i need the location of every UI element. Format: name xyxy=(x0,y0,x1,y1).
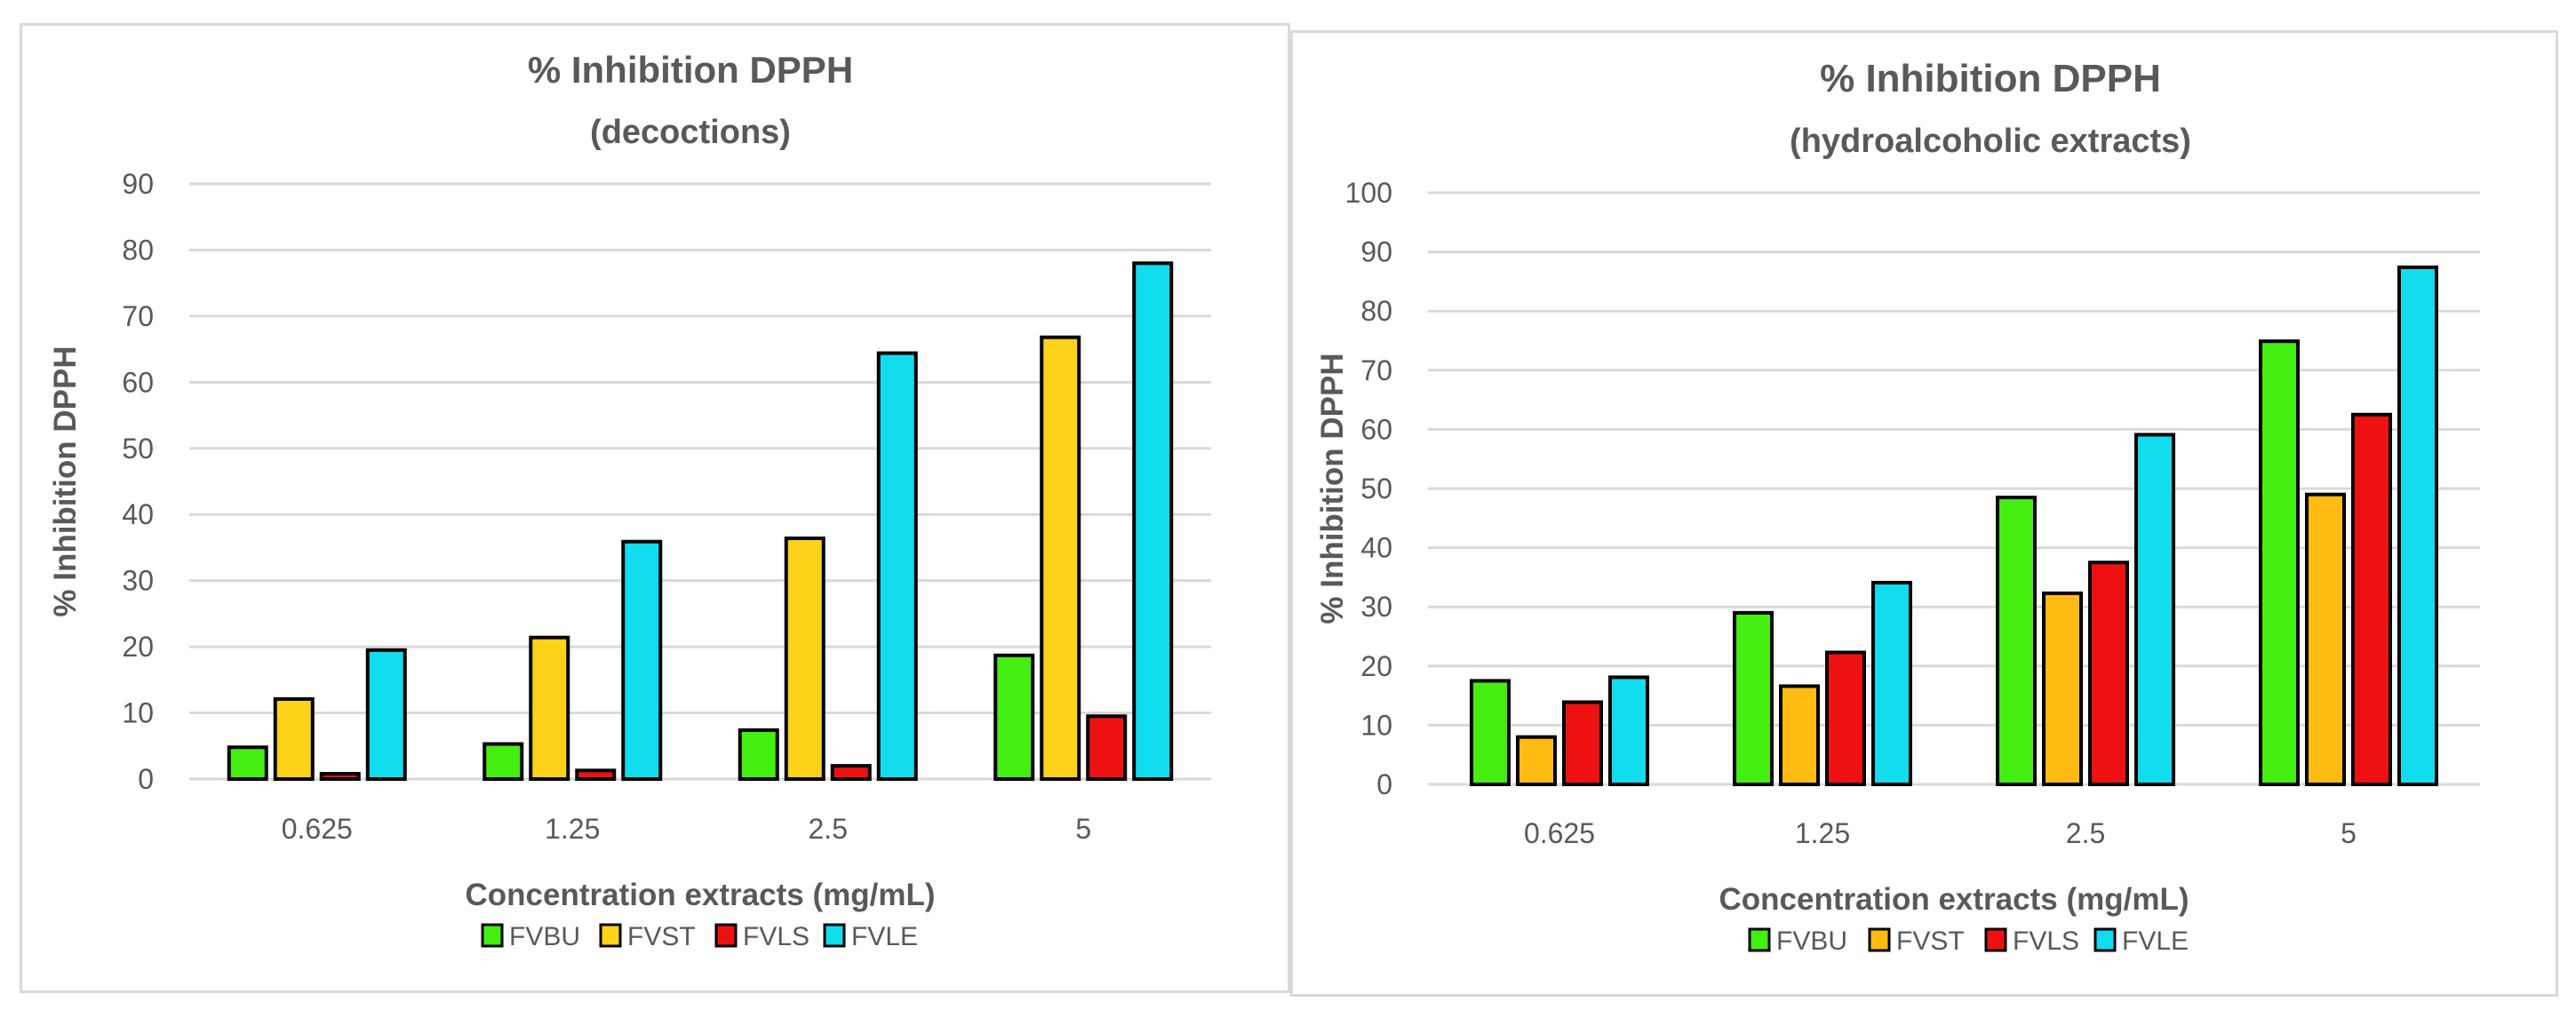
legend-label-fvbu: FVBU xyxy=(1776,927,1847,956)
y-tick-label: 20 xyxy=(1360,650,1392,682)
legend-label-fvls: FVLS xyxy=(743,922,809,951)
chart-title: % Inhibition DPPH xyxy=(528,49,853,91)
y-tick-label: 20 xyxy=(122,631,154,663)
bar-fvls-5 xyxy=(2351,412,2392,786)
bar-fvst-0_625 xyxy=(1516,735,1557,786)
y-tick-label: 50 xyxy=(122,433,154,465)
chart-decoctions: % Inhibition DPPH(decoctions)01020304050… xyxy=(48,49,1211,951)
legend-swatch-fvle xyxy=(823,923,846,948)
bar-fvle-1_25 xyxy=(1871,580,1912,786)
legend-label-fvle: FVLE xyxy=(2122,927,2189,956)
bar-fvbu-1_25 xyxy=(483,742,524,781)
y-tick-label: 50 xyxy=(1360,473,1392,505)
y-tick-label: 30 xyxy=(1360,591,1392,623)
chart-subtitle: (hydroalcoholic extracts) xyxy=(1790,123,2191,160)
chart-subtitle: (decoctions) xyxy=(590,114,791,151)
bar-fvle-0_625 xyxy=(365,648,407,781)
legend-swatch-fvbu xyxy=(1748,927,1771,952)
bar-fvbu-5 xyxy=(2259,339,2300,786)
bar-fvst-2_5 xyxy=(2042,591,2083,787)
x-axis-title: Concentration extracts (mg/mL) xyxy=(466,878,936,912)
bar-fvst-2_5 xyxy=(784,537,825,781)
bar-fvst-5 xyxy=(2305,492,2346,786)
y-tick-label: 40 xyxy=(122,498,154,530)
bar-fvls-5 xyxy=(1086,714,1128,781)
bar-fvls-2_5 xyxy=(2088,561,2129,786)
y-tick-label: 70 xyxy=(1360,354,1392,386)
y-tick-label: 10 xyxy=(1360,709,1392,741)
y-axis-title: % Inhibition DPPH xyxy=(1315,353,1350,624)
y-tick-label: 0 xyxy=(1376,768,1392,800)
legend-label-fvst: FVST xyxy=(1896,927,1965,956)
x-tick-label: 1.25 xyxy=(545,813,600,845)
chart-hydroalcoholic: % Inhibition DPPH (hydroalcoholic extract… xyxy=(1315,57,2480,956)
x-tick-label: 0.625 xyxy=(1524,817,1595,849)
chart-title: % Inhibition DPPH xyxy=(1820,57,2161,100)
y-tick-label: 80 xyxy=(1360,295,1392,327)
bar-fvls-2_5 xyxy=(830,764,872,781)
y-axis-title: % Inhibition DPPH xyxy=(48,346,83,616)
bar-fvle-5 xyxy=(2397,265,2438,786)
bar-fvle-0_625 xyxy=(1608,675,1649,786)
y-tick-label: 90 xyxy=(122,168,154,200)
y-tick-label: 60 xyxy=(1360,413,1392,445)
bar-fvbu-2_5 xyxy=(1996,495,2037,786)
legend-label-fvls: FVLS xyxy=(2013,927,2079,956)
bar-fvls-1_25 xyxy=(575,768,617,781)
legend-swatch-fvst xyxy=(599,923,622,948)
y-tick-label: 30 xyxy=(122,565,154,597)
y-tick-label: 100 xyxy=(1345,177,1392,209)
bar-fvbu-5 xyxy=(993,653,1035,781)
legend-swatch-fvls xyxy=(714,923,738,948)
y-tick-label: 10 xyxy=(122,697,154,729)
bar-fvls-0_625 xyxy=(319,772,361,781)
bar-fvst-0_625 xyxy=(273,696,315,782)
x-tick-label: 1.25 xyxy=(1795,817,1850,849)
y-tick-label: 40 xyxy=(1360,532,1392,564)
x-tick-label: 2.5 xyxy=(809,813,848,845)
bar-fvls-0_625 xyxy=(1562,700,1603,787)
bar-fvst-5 xyxy=(1040,335,1081,781)
bar-fvbu-0_625 xyxy=(1470,679,1511,787)
legend-swatch-fvbu xyxy=(481,923,504,948)
chart-panel-decoctions: % Inhibition DPPH (decoctions) 0 10 20 30 40 50… xyxy=(20,23,1290,993)
y-tick-label: 70 xyxy=(122,300,154,332)
legend-swatch-fvle xyxy=(2093,927,2117,952)
x-axis-title: Concentration extracts (mg/mL) xyxy=(1719,882,2189,917)
bar-fvbu-2_5 xyxy=(738,728,779,782)
chart-panel-hydroalcoholic: % Inhibition DPPH (hydroalcoholic extract… xyxy=(1290,30,2558,997)
bar-fvst-1_25 xyxy=(529,635,570,782)
x-tick-label: 2.5 xyxy=(2066,817,2105,849)
y-tick-label: 60 xyxy=(122,366,154,398)
bar-fvle-2_5 xyxy=(2134,433,2175,786)
bar-fvle-5 xyxy=(1132,261,1174,782)
bar-fvls-1_25 xyxy=(1825,650,1866,786)
legend-label-fvle: FVLE xyxy=(851,922,918,951)
bar-fvle-1_25 xyxy=(621,539,663,781)
bar-fvle-2_5 xyxy=(876,351,918,781)
y-tick-label: 80 xyxy=(122,234,154,266)
bar-fvst-1_25 xyxy=(1779,684,1820,786)
legend-swatch-fvls xyxy=(1984,927,2007,952)
legend-label-fvst: FVST xyxy=(627,922,696,951)
x-tick-label: 5 xyxy=(2341,817,2357,849)
bar-fvbu-0_625 xyxy=(227,745,268,781)
bar-fvbu-1_25 xyxy=(1733,610,1774,786)
legend-label-fvbu: FVBU xyxy=(509,922,580,951)
x-tick-label: 0.625 xyxy=(282,813,353,845)
legend-swatch-fvst xyxy=(1868,927,1891,952)
y-tick-label: 90 xyxy=(1360,236,1392,268)
y-tick-label: 0 xyxy=(138,763,154,795)
x-tick-label: 5 xyxy=(1075,813,1091,845)
